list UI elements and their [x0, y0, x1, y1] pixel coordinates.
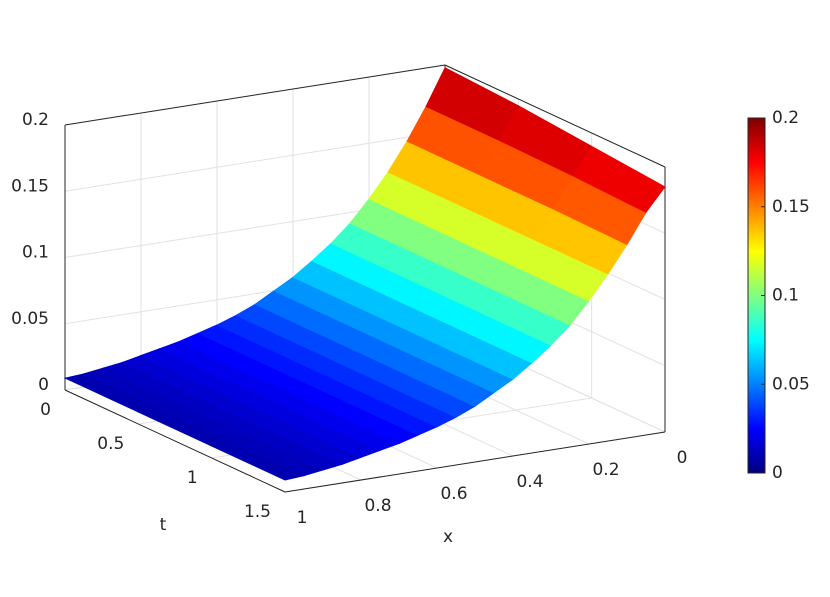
z-tick-label: 0 [38, 375, 49, 395]
x-tick-label: 1 [297, 508, 308, 528]
axis-edge [64, 64, 446, 126]
surface-patch [572, 145, 666, 213]
colorbar-tick-label: 0.15 [772, 197, 810, 217]
colorbar-tick-label: 0.05 [772, 374, 810, 394]
x-tick-label: 0 [677, 448, 688, 468]
surface [63, 67, 666, 481]
axis-edge [284, 431, 666, 493]
grid-line [64, 130, 446, 192]
x-tick-label: 0.8 [364, 496, 391, 516]
x-tick-label: 0.2 [592, 460, 619, 480]
t-tick-label: 1 [187, 468, 198, 488]
x-tick-label: 0.4 [516, 472, 543, 492]
x-axis-label: x [443, 527, 453, 547]
z-tick-label: 0.1 [22, 243, 49, 263]
x-tick-label: 0.6 [440, 484, 467, 504]
colorbar-tick-label: 0.1 [772, 286, 799, 306]
t-tick-label: 0 [40, 400, 51, 420]
axis-edge [64, 389, 286, 493]
z-tick-label: 0.2 [22, 110, 49, 130]
z-tick-label: 0.05 [11, 309, 49, 329]
axis-edge [444, 64, 666, 168]
t-axis-label: t [160, 515, 167, 535]
t-tick-label: 0.5 [97, 434, 124, 454]
z-tick-label: 0.15 [11, 176, 49, 196]
colorbar-tick-label: 0.2 [772, 108, 799, 128]
t-tick-label: 1.5 [244, 502, 271, 522]
colorbar-tick-label: 0 [772, 463, 783, 483]
